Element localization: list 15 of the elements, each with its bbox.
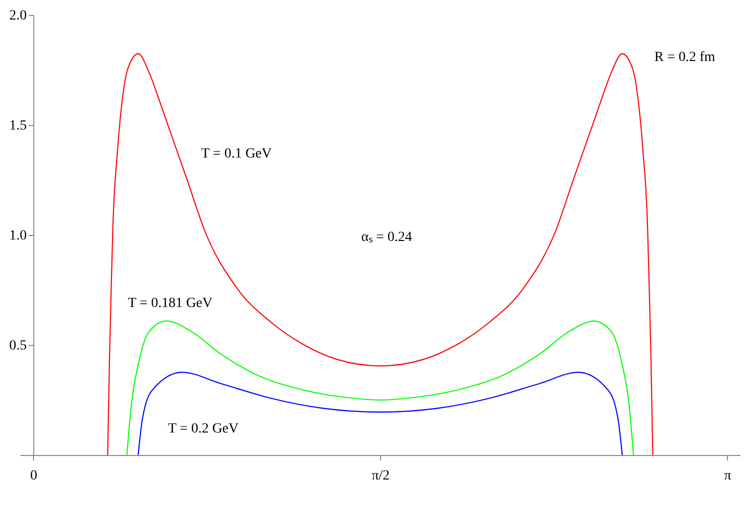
y-tick-label: 0.5	[9, 338, 27, 354]
y-tick-label: 1.5	[9, 118, 27, 134]
y-tick-label: 2.0	[9, 8, 27, 24]
line-series	[107, 53, 654, 456]
series-label: T = 0.1 GeV	[201, 146, 272, 162]
series-label: T = 0.181 GeV	[128, 296, 213, 312]
line-series	[138, 372, 623, 456]
x-tick-label: 0	[30, 468, 38, 484]
y-tick-label: 1.0	[9, 228, 27, 244]
annotation: R = 0.2 fm	[654, 50, 716, 65]
x-tick-label: π/2	[372, 468, 390, 484]
line-series	[126, 320, 634, 456]
series-label: T = 0.2 GeV	[168, 422, 239, 437]
annotation: αₛ = 0.24	[361, 230, 412, 246]
x-tick-label: π	[724, 468, 732, 484]
